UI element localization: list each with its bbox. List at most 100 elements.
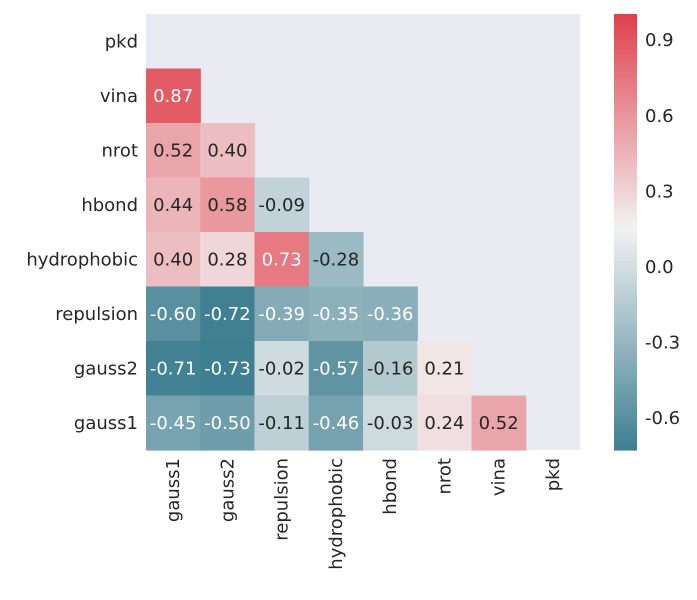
- colorbar-segment: [614, 442, 637, 447]
- row-label-hydrophobic: hydrophobic: [26, 249, 138, 270]
- colorbar-segment: [614, 268, 637, 273]
- colorbar-segment: [614, 64, 637, 70]
- cell-value-label: 0.87: [153, 86, 193, 107]
- colorbar-segment: [614, 232, 637, 237]
- colorbar-segment: [614, 115, 637, 120]
- cell-value-label: 0.58: [207, 195, 247, 216]
- colorbar-segment: [614, 50, 637, 55]
- colorbar-segment: [614, 301, 637, 306]
- colorbar-tick-label: 0.0: [645, 257, 674, 278]
- cell-value-label: -0.60: [150, 304, 197, 325]
- colorbar-segment: [614, 391, 637, 397]
- colorbar-segment: [614, 130, 637, 135]
- cell-value-label: 0.28: [207, 249, 247, 270]
- cell-value-label: -0.39: [258, 304, 305, 325]
- colorbar-segment: [614, 261, 637, 266]
- colorbar-segment: [614, 253, 637, 259]
- heatmap-cell-hydrophobic-repulsion: [254, 232, 310, 288]
- row-label-nrot: nrot: [102, 140, 138, 161]
- column-label-nrot: nrot: [434, 458, 455, 494]
- colorbar-segment: [614, 370, 637, 375]
- column-label-hbond: hbond: [380, 458, 401, 515]
- colorbar-tick-label: 0.3: [645, 181, 674, 202]
- colorbar-segment: [614, 413, 637, 418]
- colorbar-segment: [614, 39, 637, 44]
- colorbar-segment: [614, 152, 637, 157]
- cell-value-label: -0.11: [258, 413, 305, 434]
- colorbar-segment: [614, 159, 637, 164]
- colorbar-segment: [614, 97, 637, 102]
- colorbar-segment: [614, 410, 637, 415]
- colorbar-segment: [614, 446, 637, 451]
- cell-value-label: 0.40: [153, 249, 193, 270]
- colorbar-segment: [614, 28, 637, 33]
- colorbar-segment: [614, 279, 637, 284]
- colorbar-segment: [614, 86, 637, 91]
- colorbar-segment: [614, 72, 637, 77]
- colorbar-segment: [614, 221, 637, 226]
- cell-value-label: -0.71: [150, 358, 197, 379]
- heatmap-cell-hbond-gauss1: [146, 177, 201, 233]
- heatmap-cell-nrot-gauss2: [200, 123, 256, 179]
- heatmap-cell-nrot-gauss1: [146, 123, 201, 179]
- colorbar-segment: [614, 133, 637, 139]
- column-label-hydrophobic: hydrophobic: [326, 458, 347, 570]
- colorbar-segment: [614, 173, 637, 179]
- colorbar-segment: [614, 406, 637, 411]
- colorbar-tick-label: 0.9: [645, 30, 674, 51]
- colorbar-segment: [614, 177, 637, 182]
- heatmap-cell-gauss1-vina: [471, 395, 527, 451]
- colorbar-segment: [614, 144, 637, 150]
- colorbar-segment: [614, 155, 637, 160]
- colorbar-segment: [614, 333, 637, 338]
- heatmap-cell-hydrophobic-gauss1: [146, 232, 201, 288]
- colorbar-segment: [614, 46, 637, 51]
- colorbar-segment: [614, 348, 637, 353]
- colorbar-segment: [614, 341, 637, 346]
- cell-value-label: -0.45: [150, 413, 197, 434]
- colorbar-segment: [614, 228, 637, 233]
- colorbar-segment: [614, 359, 637, 364]
- colorbar-segment: [614, 439, 637, 444]
- colorbar-tick-label: 0.6: [645, 106, 674, 127]
- colorbar-segment: [614, 170, 637, 175]
- heatmap-cell-repulsion-hydrophobic: [308, 286, 364, 342]
- colorbar-segment: [614, 199, 637, 204]
- colorbar-tick-label: -0.6: [645, 408, 680, 429]
- cell-value-label: -0.35: [313, 304, 360, 325]
- colorbar-segment: [614, 311, 637, 317]
- colorbar-segment: [614, 53, 637, 59]
- column-labels: gauss1 gauss2 repulsion hydrophobic hbond nro…: [163, 458, 564, 570]
- colorbar-segment: [614, 297, 637, 302]
- colorbar-segment: [614, 286, 637, 291]
- colorbar-segment: [614, 322, 637, 328]
- cell-value-label: -0.09: [258, 195, 305, 216]
- colorbar-segment: [614, 308, 637, 313]
- colorbar-segment: [614, 17, 637, 22]
- colorbar-segment: [614, 195, 637, 200]
- colorbar-segment: [614, 377, 637, 382]
- colorbar-segment: [614, 202, 637, 208]
- cell-value-label: -0.28: [313, 249, 360, 270]
- cell-value-label: -0.03: [367, 413, 414, 434]
- colorbar-segment: [614, 148, 637, 153]
- colorbar-segment: [614, 399, 637, 404]
- cell-value-label: 0.21: [424, 358, 464, 379]
- colorbar-segment: [614, 290, 637, 295]
- cell-value-label: -0.46: [313, 413, 360, 434]
- heatmap-cell-repulsion-hbond: [363, 286, 418, 342]
- colorbar-segment: [614, 104, 637, 110]
- heatmap-cell-gauss1-gauss1: [146, 395, 201, 451]
- colorbar-segment: [614, 315, 637, 320]
- colorbar-segment: [614, 366, 637, 371]
- colorbar-segment: [614, 166, 637, 171]
- colorbar-segment: [614, 282, 637, 288]
- column-label-pkd: pkd: [543, 458, 564, 491]
- colorbar-segment: [614, 239, 637, 244]
- heatmap-cell-gauss2-gauss1: [146, 341, 201, 397]
- colorbar-segment: [614, 373, 637, 378]
- colorbar-segment: [614, 57, 637, 62]
- colorbar-segment: [614, 24, 637, 30]
- colorbar-segment: [614, 235, 637, 240]
